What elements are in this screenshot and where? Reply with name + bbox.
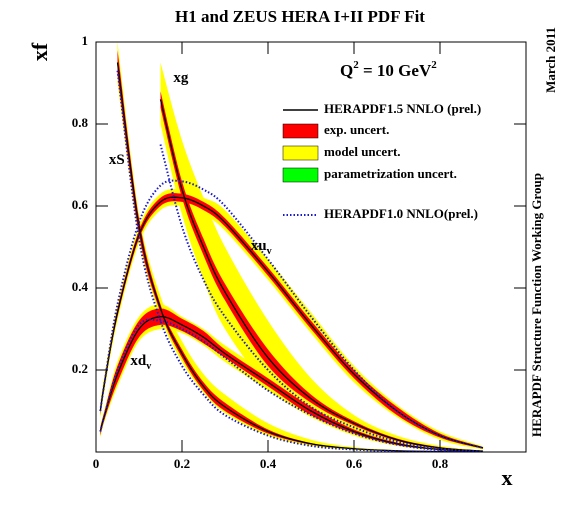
y-tick-label: 1 (82, 33, 89, 48)
model-band (160, 62, 483, 452)
legend-label: model uncert. (324, 144, 401, 159)
curve-label: xuv (251, 238, 272, 257)
herapdf10-line (99, 318, 484, 452)
central-line (159, 99, 484, 452)
exp-band (100, 308, 484, 452)
side-date: March 2011 (543, 27, 558, 93)
model-band (100, 304, 484, 452)
x-tick-label: 0.4 (260, 456, 277, 471)
x-axis-label: x (502, 465, 513, 490)
scale-label: Q2 = 10 GeV2 (340, 59, 437, 80)
x-tick-label: 0.2 (174, 456, 190, 471)
side-group: HERAPDF Structure Function Working Group (529, 173, 544, 437)
x-tick-label: 0.8 (432, 456, 449, 471)
y-tick-label: 0.2 (72, 361, 88, 376)
lines (99, 62, 484, 452)
legend-label: exp. uncert. (324, 122, 389, 137)
legend-label: parametrization uncert. (324, 166, 457, 181)
legend-label: HERAPDF1.0 NNLO(prel.) (324, 206, 478, 221)
x-tick-label: 0.6 (346, 456, 363, 471)
bands (100, 42, 484, 452)
y-axis-label: xf (27, 42, 52, 61)
legend-swatch (282, 145, 319, 161)
legend-label: HERAPDF1.5 NNLO (prel.) (324, 101, 481, 116)
curve-label: xg (173, 70, 189, 86)
herapdf10-line (159, 144, 484, 452)
plot-frame (95, 41, 527, 453)
y-tick-label: 0.8 (72, 115, 89, 130)
y-tick-label: 0.6 (72, 197, 89, 212)
legend-swatch (282, 123, 319, 139)
chart-title: H1 and ZEUS HERA I+II PDF Fit (175, 7, 425, 26)
central-line (116, 62, 484, 452)
legend-swatch (282, 167, 319, 183)
y-tick-label: 0.4 (72, 279, 89, 294)
curve-label: xS (109, 152, 125, 168)
curve-label: xdv (130, 353, 151, 372)
x-tick-label: 0 (93, 456, 100, 471)
